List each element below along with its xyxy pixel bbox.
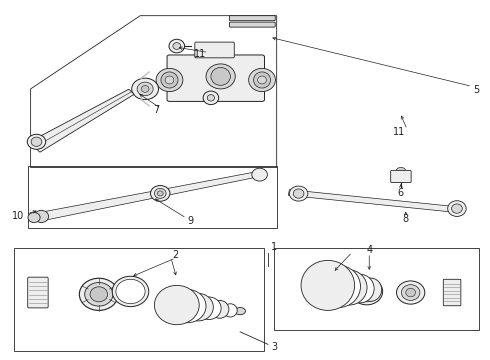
Bar bbox=[14, 248, 265, 351]
Ellipse shape bbox=[34, 210, 49, 222]
Ellipse shape bbox=[85, 283, 113, 306]
Ellipse shape bbox=[150, 185, 170, 201]
Ellipse shape bbox=[396, 167, 405, 172]
Ellipse shape bbox=[248, 68, 275, 91]
Text: 5: 5 bbox=[473, 85, 479, 95]
Ellipse shape bbox=[252, 168, 268, 181]
Ellipse shape bbox=[452, 204, 462, 213]
Ellipse shape bbox=[165, 76, 174, 84]
Ellipse shape bbox=[448, 201, 466, 216]
FancyBboxPatch shape bbox=[229, 16, 275, 21]
Ellipse shape bbox=[141, 86, 149, 92]
Ellipse shape bbox=[112, 276, 149, 307]
Ellipse shape bbox=[156, 68, 183, 91]
Ellipse shape bbox=[169, 39, 185, 53]
Text: 1: 1 bbox=[271, 242, 277, 252]
FancyBboxPatch shape bbox=[167, 55, 265, 102]
Ellipse shape bbox=[161, 72, 178, 88]
Ellipse shape bbox=[289, 186, 308, 201]
Text: 4: 4 bbox=[366, 245, 372, 255]
FancyBboxPatch shape bbox=[391, 170, 411, 183]
Text: 7: 7 bbox=[153, 105, 160, 115]
FancyBboxPatch shape bbox=[28, 277, 48, 308]
FancyBboxPatch shape bbox=[195, 42, 234, 58]
Text: 9: 9 bbox=[187, 216, 194, 226]
Ellipse shape bbox=[31, 137, 42, 147]
Bar bbox=[274, 248, 479, 330]
Ellipse shape bbox=[157, 191, 163, 196]
Ellipse shape bbox=[293, 189, 304, 198]
Ellipse shape bbox=[27, 134, 46, 149]
Ellipse shape bbox=[79, 278, 118, 310]
Ellipse shape bbox=[28, 212, 40, 222]
Ellipse shape bbox=[346, 274, 374, 303]
Text: 8: 8 bbox=[403, 214, 409, 224]
Ellipse shape bbox=[154, 285, 199, 325]
Text: 3: 3 bbox=[271, 342, 277, 352]
Ellipse shape bbox=[396, 281, 425, 304]
Ellipse shape bbox=[169, 289, 206, 323]
Ellipse shape bbox=[132, 78, 159, 100]
Ellipse shape bbox=[197, 297, 221, 319]
Ellipse shape bbox=[207, 95, 215, 101]
Ellipse shape bbox=[351, 278, 383, 305]
FancyBboxPatch shape bbox=[443, 279, 461, 306]
Text: 11: 11 bbox=[392, 127, 405, 137]
Ellipse shape bbox=[223, 304, 237, 317]
Ellipse shape bbox=[154, 188, 166, 198]
Ellipse shape bbox=[173, 42, 181, 49]
Text: 2: 2 bbox=[172, 250, 179, 260]
FancyBboxPatch shape bbox=[229, 22, 275, 27]
Ellipse shape bbox=[137, 82, 153, 96]
Ellipse shape bbox=[90, 287, 108, 302]
Ellipse shape bbox=[301, 260, 355, 310]
Ellipse shape bbox=[116, 279, 145, 303]
Polygon shape bbox=[288, 190, 465, 213]
Polygon shape bbox=[29, 89, 134, 152]
Ellipse shape bbox=[253, 72, 270, 88]
Ellipse shape bbox=[203, 91, 219, 105]
Text: 6: 6 bbox=[398, 188, 404, 198]
Ellipse shape bbox=[355, 281, 379, 302]
Ellipse shape bbox=[317, 265, 361, 307]
Polygon shape bbox=[35, 170, 266, 222]
Text: 10: 10 bbox=[12, 211, 24, 221]
Ellipse shape bbox=[331, 270, 367, 305]
Text: 11: 11 bbox=[194, 49, 206, 59]
Ellipse shape bbox=[401, 285, 420, 300]
Ellipse shape bbox=[211, 67, 230, 85]
Ellipse shape bbox=[372, 289, 381, 295]
Ellipse shape bbox=[258, 76, 267, 84]
Ellipse shape bbox=[406, 288, 416, 297]
Ellipse shape bbox=[360, 278, 382, 301]
Ellipse shape bbox=[210, 300, 229, 318]
Ellipse shape bbox=[235, 307, 245, 315]
Ellipse shape bbox=[183, 293, 213, 321]
Ellipse shape bbox=[206, 64, 235, 89]
